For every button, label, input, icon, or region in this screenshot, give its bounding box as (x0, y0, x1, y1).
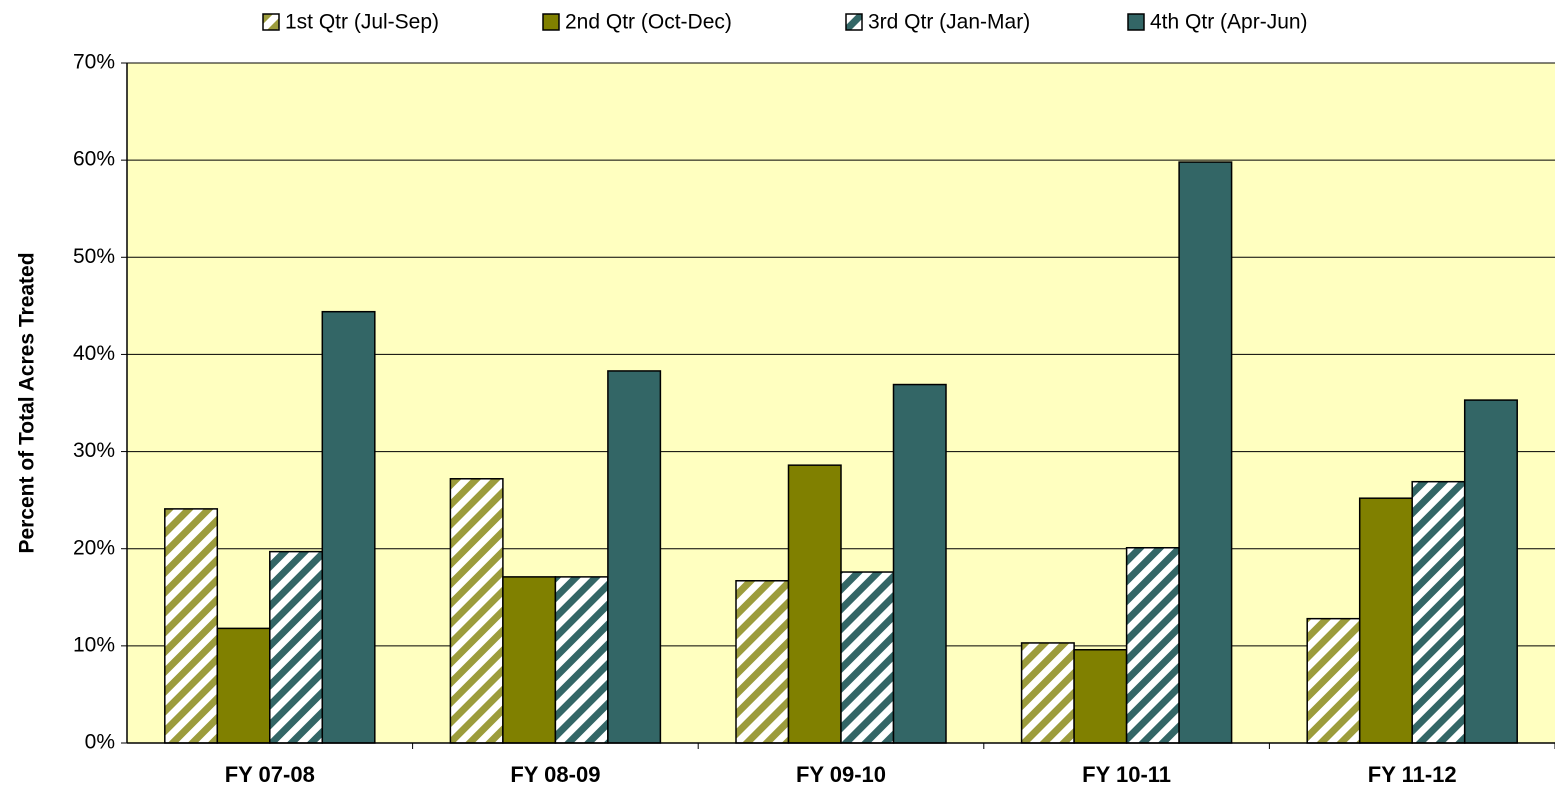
y-tick-label: 0% (85, 731, 115, 754)
y-tick-label: 40% (73, 342, 115, 365)
y-axis-label: Percent of Total Acres Treated (16, 252, 39, 553)
bar (1020, 642, 1075, 744)
bar (1358, 497, 1413, 744)
legend-swatch (1127, 13, 1145, 31)
x-tick-label: FY 09-10 (796, 762, 886, 787)
legend-label: 1st Qtr (Jul-Sep) (285, 11, 439, 34)
y-tick-label: 30% (73, 439, 115, 462)
legend-swatch (542, 13, 560, 31)
bar (269, 550, 324, 744)
x-tick-label: FY 08-09 (510, 762, 600, 787)
x-tick-label: FY 07-08 (225, 762, 315, 787)
bar (554, 576, 609, 744)
bar (1073, 648, 1128, 744)
legend-swatch (262, 13, 280, 31)
bar (1178, 161, 1233, 744)
bar (735, 580, 790, 744)
bar (1411, 480, 1466, 744)
bar (164, 508, 219, 744)
x-tick-label: FY 10-11 (1082, 762, 1171, 787)
bar (1463, 399, 1518, 744)
bar (321, 310, 376, 744)
bar (502, 576, 557, 744)
x-tick-label: FY 11-12 (1368, 762, 1457, 787)
bar (787, 464, 842, 744)
legend-label: 2nd Qtr (Oct-Dec) (565, 11, 732, 34)
bar (607, 370, 662, 744)
y-tick-label: 50% (73, 245, 115, 268)
bar (449, 478, 504, 744)
legend-label: 3rd Qtr (Jan-Mar) (868, 11, 1030, 34)
y-tick-label: 70% (73, 51, 115, 74)
bar (1125, 546, 1180, 744)
y-tick-label: 60% (73, 148, 115, 171)
y-tick-label: 20% (73, 536, 115, 559)
bar (1306, 617, 1361, 744)
legend-swatch (845, 13, 863, 31)
bar (840, 571, 895, 744)
legend-label: 4th Qtr (Apr-Jun) (1150, 11, 1308, 34)
bar (892, 383, 947, 744)
bar (216, 627, 271, 744)
y-tick-label: 10% (73, 633, 115, 656)
